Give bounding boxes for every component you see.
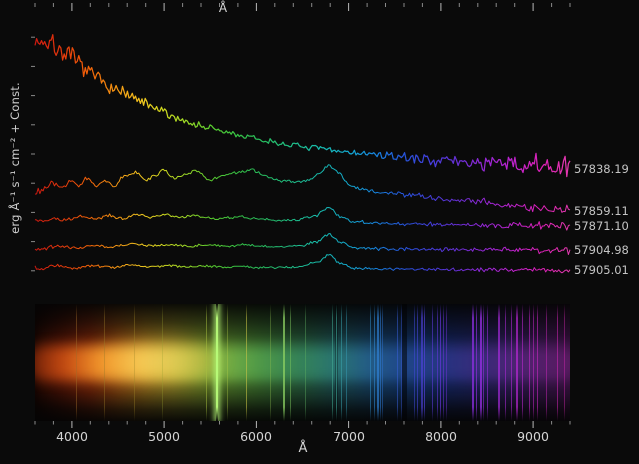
sky-line xyxy=(479,304,482,421)
sky-line xyxy=(216,304,219,421)
sky-line xyxy=(226,304,228,421)
axis-ticks xyxy=(31,3,571,428)
sky-line xyxy=(104,304,106,421)
sky-line xyxy=(423,304,425,421)
epoch-label: 57838.19 xyxy=(574,162,629,176)
x-tick-label: 6000 xyxy=(240,429,272,444)
sky-line xyxy=(370,304,372,421)
yellow-glow-blob xyxy=(61,324,249,398)
x-tick-label: 9000 xyxy=(517,429,549,444)
sky-line xyxy=(556,304,558,421)
sky-line xyxy=(420,304,423,421)
sky-line xyxy=(373,304,375,421)
spectrum-line-57904.98 xyxy=(34,233,571,255)
epoch-label: 57871.10 xyxy=(574,219,629,233)
sky-line xyxy=(400,304,402,421)
x-axis-label: Å xyxy=(298,441,308,456)
sky-line xyxy=(413,304,415,421)
sky-line xyxy=(537,304,539,421)
epoch-label: 57905.01 xyxy=(574,263,629,277)
sky-line xyxy=(417,304,419,421)
epoch-label: 57904.98 xyxy=(574,243,629,257)
sky-line xyxy=(162,304,164,421)
spectrum-line-57859.11 xyxy=(34,164,571,213)
sky-line xyxy=(483,304,485,421)
sky-line xyxy=(498,304,501,421)
spectrum-line-57871.10 xyxy=(34,207,571,231)
sky-line xyxy=(511,304,513,421)
y-axis-label: erg Å⁻¹ s⁻¹ cm⁻² + Const. xyxy=(8,82,22,234)
sky-line xyxy=(504,304,506,421)
x-tick-label: 4000 xyxy=(56,429,88,444)
x-axis-top-label: Å xyxy=(218,1,228,15)
sky-line xyxy=(336,304,338,421)
sky-line xyxy=(382,304,384,421)
x-tick-label: 7000 xyxy=(333,429,365,444)
sky-line xyxy=(376,304,379,421)
2d-spectrum-strip xyxy=(35,304,570,421)
x-tick-label: 8000 xyxy=(425,429,457,444)
sky-line xyxy=(283,304,286,421)
sky-line xyxy=(446,304,448,421)
sky-line xyxy=(528,304,530,421)
sky-line xyxy=(532,304,534,421)
sky-line xyxy=(396,304,398,421)
sky-line xyxy=(471,304,474,421)
sky-line xyxy=(432,304,434,421)
telluric-absorption-band xyxy=(402,304,408,421)
sky-line xyxy=(564,304,565,421)
spectrum-line-57905.01 xyxy=(34,253,571,274)
sky-line xyxy=(289,304,291,421)
spectrum-line-57838.19 xyxy=(34,34,571,178)
sky-line xyxy=(270,304,272,421)
sky-line xyxy=(522,304,524,421)
epoch-label: 57859.11 xyxy=(574,204,629,218)
sky-line xyxy=(305,304,306,421)
sky-line xyxy=(516,304,519,421)
sky-line xyxy=(486,304,488,421)
sky-line xyxy=(437,304,438,421)
sky-line xyxy=(341,304,342,421)
sky-line xyxy=(332,304,334,421)
sky-line xyxy=(133,304,135,421)
sky-line xyxy=(206,304,208,421)
sky-line xyxy=(379,304,381,421)
x-tick-label: 5000 xyxy=(148,429,180,444)
sky-line xyxy=(439,304,441,421)
sky-line xyxy=(346,304,348,421)
sky-line xyxy=(546,304,548,421)
sky-line xyxy=(75,304,77,421)
sky-line xyxy=(475,304,477,421)
sky-line xyxy=(442,304,444,421)
sky-line xyxy=(246,304,247,421)
